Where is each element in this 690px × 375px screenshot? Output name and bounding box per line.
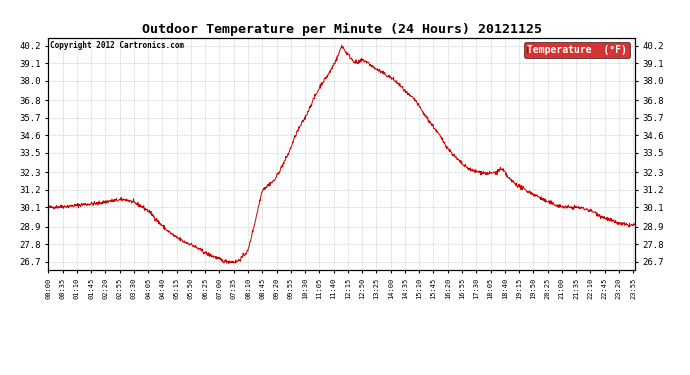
- Legend: Temperature  (°F): Temperature (°F): [524, 42, 630, 58]
- Text: Copyright 2012 Cartronics.com: Copyright 2012 Cartronics.com: [50, 41, 184, 50]
- Title: Outdoor Temperature per Minute (24 Hours) 20121125: Outdoor Temperature per Minute (24 Hours…: [141, 23, 542, 36]
